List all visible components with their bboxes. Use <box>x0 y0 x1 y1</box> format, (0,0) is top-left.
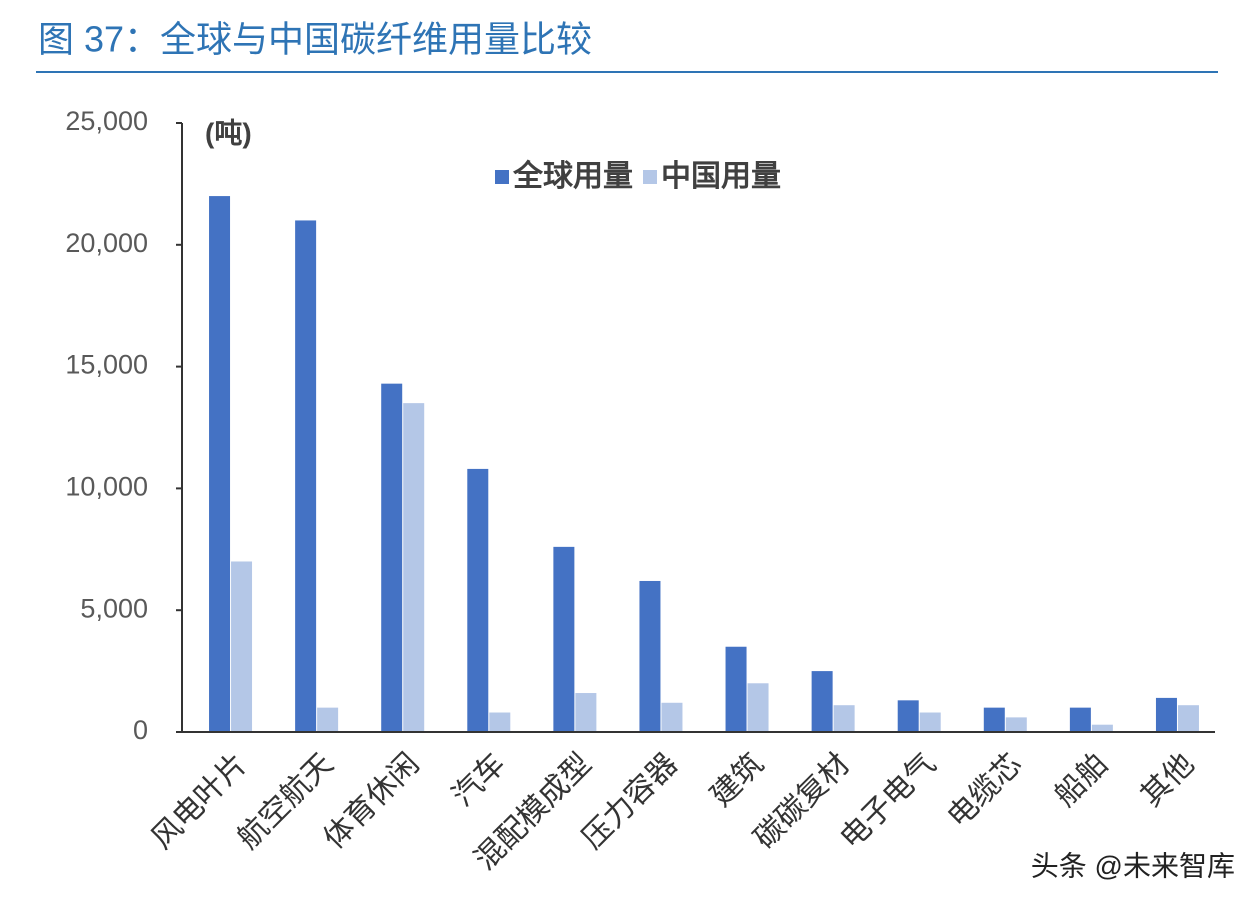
bar <box>1177 705 1199 732</box>
x-tick-label: 体育休闲 <box>318 747 426 855</box>
bar <box>295 220 317 732</box>
x-tick-label: 电子电气 <box>834 747 942 855</box>
watermark: 头条 @未来智库 <box>1031 850 1235 881</box>
bar <box>1005 717 1027 732</box>
bar <box>575 693 597 732</box>
x-tick-label: 船舶 <box>1049 747 1115 813</box>
bar <box>983 707 1005 732</box>
y-tick-label: 20,000 <box>65 228 148 258</box>
y-tick-label: 5,000 <box>80 593 148 623</box>
bar <box>489 712 511 732</box>
x-tick-label: 汽车 <box>446 747 512 813</box>
y-tick-label: 25,000 <box>65 106 148 136</box>
x-tick-label: 压力容器 <box>576 747 684 855</box>
bar <box>553 546 575 732</box>
bar <box>403 403 425 732</box>
y-tick-label: 15,000 <box>65 350 148 380</box>
bar <box>381 383 403 732</box>
y-tick-label: 10,000 <box>65 472 148 502</box>
x-tick-label: 其他 <box>1135 747 1201 813</box>
y-tick-label: 0 <box>133 715 148 745</box>
bar <box>661 702 683 732</box>
bar <box>1069 707 1091 732</box>
bar <box>747 683 769 732</box>
bar <box>725 646 747 732</box>
bar <box>1091 724 1113 732</box>
bar <box>317 707 339 732</box>
legend-swatch <box>495 170 509 184</box>
chart-title: 图 37：全球与中国碳纤维用量比较 <box>38 19 592 60</box>
legend-swatch <box>643 170 657 184</box>
legend-label: 全球用量 <box>512 159 633 193</box>
x-tick-label: 电缆芯 <box>941 747 1028 834</box>
bar <box>1155 697 1177 732</box>
bar <box>811 671 833 732</box>
unit-label: (吨) <box>205 117 252 148</box>
bar <box>467 468 489 732</box>
bar <box>209 196 231 732</box>
bar <box>919 712 941 732</box>
bar <box>833 705 855 732</box>
bar <box>897 700 919 732</box>
bar <box>639 580 661 732</box>
x-tick-label: 建筑 <box>704 747 770 813</box>
legend-label: 中国用量 <box>661 160 781 193</box>
bar <box>231 561 253 732</box>
